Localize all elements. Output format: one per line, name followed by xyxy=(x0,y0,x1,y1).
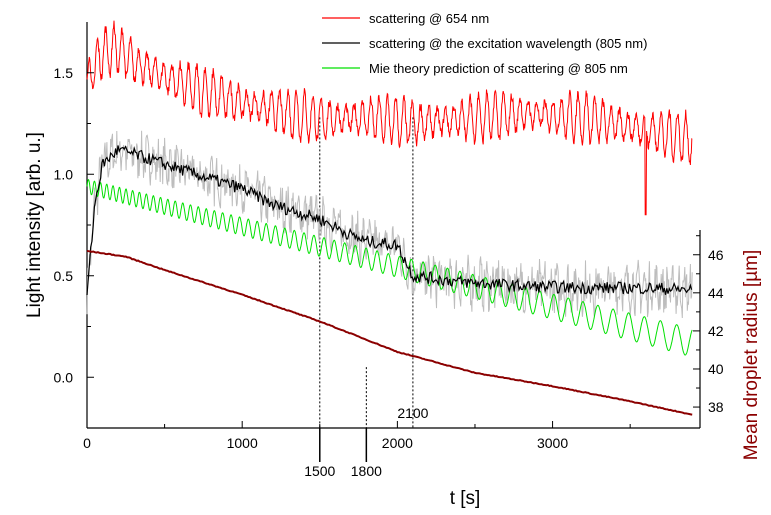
y-right-tick-label: 42 xyxy=(708,323,724,339)
y-axis-right-title: Mean droplet radius [µm] xyxy=(741,250,762,461)
series-805-line xyxy=(86,145,693,296)
marker-lines-layer: 1500 1800 2100 xyxy=(304,117,429,479)
y-right-tick-label: 44 xyxy=(708,285,724,301)
y-right-tick-label: 46 xyxy=(708,247,724,263)
y-left-tick-label: 0.0 xyxy=(54,369,74,385)
series-mie-line xyxy=(86,179,693,356)
marker-label-1500: 1500 xyxy=(304,463,335,479)
legend-label: scattering @ 654 nm xyxy=(369,11,489,26)
legend: scattering @ 654 nm scattering @ the exci… xyxy=(322,11,647,76)
x-tick-label: 3000 xyxy=(537,435,568,451)
x-tick-label: 0 xyxy=(83,435,91,451)
y-left-tick-label: 1.0 xyxy=(54,166,74,182)
series-layer xyxy=(86,20,693,416)
series-radius-line xyxy=(86,249,693,416)
x-tick-label: 2000 xyxy=(382,435,413,451)
series-654-line xyxy=(86,20,693,216)
y-left-tick-label: 1.5 xyxy=(54,65,74,81)
legend-label: Mie theory prediction of scattering @ 80… xyxy=(369,61,628,76)
marker-label-2100: 2100 xyxy=(397,405,428,421)
x-axis-title: t [s] xyxy=(450,488,481,509)
y-axis-left-title: Light intensity [arb. u.] xyxy=(24,132,45,318)
y-right-tick-label: 40 xyxy=(708,361,724,377)
y-right-tick-label: 38 xyxy=(708,399,724,415)
series-805-raw-line xyxy=(86,130,693,319)
legend-label: scattering @ the excitation wavelength (… xyxy=(369,36,647,51)
x-tick-label: 1000 xyxy=(227,435,258,451)
ticks-layer: 0 1000 2000 3000 0.0 0.5 1.0 1.5 38 40 42 44 46 xyxy=(54,65,724,451)
marker-label-1800: 1800 xyxy=(351,463,382,479)
y-left-tick-label: 0.5 xyxy=(54,268,74,284)
